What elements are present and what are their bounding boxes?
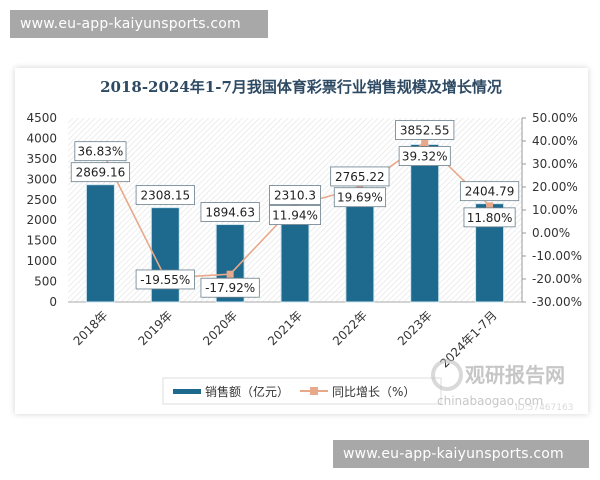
right-axis-tick: 30.00% [532, 157, 578, 171]
left-axis-tick: 2000 [26, 213, 57, 227]
legend-marker-icon [310, 387, 318, 395]
x-axis-label: 2018年 [71, 308, 111, 348]
x-axis-label: 2019年 [135, 308, 175, 348]
data-label: 11.80% [467, 211, 513, 225]
legend: 销售额（亿元） 同比增长（%） [162, 377, 442, 405]
line-marker-icon [421, 139, 429, 147]
right-axis-tick: 50.00% [532, 111, 578, 125]
data-label: 11.94% [272, 209, 318, 223]
brand-url: chinabaogao.com [437, 394, 543, 408]
data-label-box [200, 277, 260, 298]
x-axis-label: 2021年 [265, 308, 305, 348]
legend-label-growth: 同比增长（%） [332, 385, 415, 399]
right-axis-tick: -10.00% [532, 249, 582, 263]
left-axis-tick: 0 [49, 295, 57, 309]
bar [85, 184, 115, 303]
data-label: 3852.55 [400, 123, 450, 137]
right-axis-tick: 40.00% [532, 134, 578, 148]
data-label: 1894.63 [205, 206, 255, 220]
line-marker-icon [486, 202, 494, 210]
right-axis-tick: -20.00% [532, 272, 582, 286]
legend-bar-swatch-icon [173, 389, 201, 394]
data-label: 2404.79 [465, 185, 515, 199]
brand-id: ID:57467163 [515, 403, 573, 413]
left-axis-tick: 3000 [26, 172, 57, 186]
data-label-box [398, 146, 451, 166]
data-label: -19.55% [140, 273, 190, 287]
data-label-box [395, 120, 455, 140]
chart-svg: 2018-2024年1-7月我国体育彩票行业销售规模及增长情况 4500 4000… [26, 78, 582, 413]
left-axis-tick: 1500 [26, 234, 57, 248]
data-label: 36.83% [78, 145, 124, 159]
left-axis-tick: 3500 [26, 152, 57, 166]
chart-card: 2018-2024年1-7月我国体育彩票行业销售规模及增长情况 4500 4000… [15, 68, 588, 414]
x-axis-label: 2020年 [200, 308, 240, 348]
left-axis-tick: 4500 [26, 111, 57, 125]
data-label-box [330, 166, 390, 187]
bar [345, 188, 375, 303]
right-axis-tick: 10.00% [532, 203, 578, 217]
data-label-box [333, 187, 386, 208]
data-label-box [268, 205, 321, 225]
x-axis-label: 2023年 [395, 308, 435, 348]
data-label: 2308.15 [140, 189, 190, 203]
data-label: 19.69% [337, 191, 383, 205]
data-label: 39.32% [402, 150, 448, 164]
site-watermark-top: www.eu-app-kaiyunsports.com [10, 10, 268, 38]
data-label-box [459, 181, 520, 202]
data-label: 2310.3 [274, 189, 316, 203]
x-axis-labels: 2018年 2019年 2020年 2021年 2022年 2023年 2024年1-7月 [71, 308, 500, 370]
left-y-axis: 4500 4000 3500 3000 2500 2000 1500 1000 500 0 [26, 111, 57, 309]
brand-watermark: 观研报告网 chinabaogao.com ID:57467163 [431, 359, 573, 413]
data-label: 2869.16 [76, 166, 126, 180]
brand-logo-icon [431, 359, 463, 391]
data-label-box [268, 185, 321, 205]
data-label-box [463, 207, 516, 228]
data-label-box [135, 185, 195, 206]
data-label-box [200, 202, 260, 222]
right-axis-tick: 0.00% [532, 226, 570, 240]
data-label-box [74, 141, 127, 162]
right-axis-tick: 20.00% [532, 180, 578, 194]
legend-label-sales: 销售额（亿元） [205, 384, 289, 399]
data-label: -17.92% [205, 281, 255, 295]
x-axis-label: 2022年 [330, 308, 370, 348]
left-axis-tick: 1000 [26, 254, 57, 268]
bar [410, 143, 440, 303]
chart-title: 2018-2024年1-7月我国体育彩票行业销售规模及增长情况 [100, 78, 502, 96]
left-axis-tick: 500 [34, 275, 57, 289]
right-axis-tick: -30.00% [532, 295, 582, 309]
left-axis-tick: 4000 [26, 131, 57, 145]
left-axis-tick: 2500 [26, 193, 57, 207]
site-watermark-bottom: www.eu-app-kaiyunsports.com [333, 440, 589, 468]
data-label-box [70, 162, 131, 183]
brand-name: 观研报告网 [465, 363, 565, 387]
data-label: 2765.22 [335, 170, 385, 184]
line-marker-icon [226, 270, 234, 278]
data-label-box [135, 269, 195, 290]
data-labels: 2869.16 2308.15 1894.63 2310.3 2765.22 3852.5… [70, 120, 520, 298]
